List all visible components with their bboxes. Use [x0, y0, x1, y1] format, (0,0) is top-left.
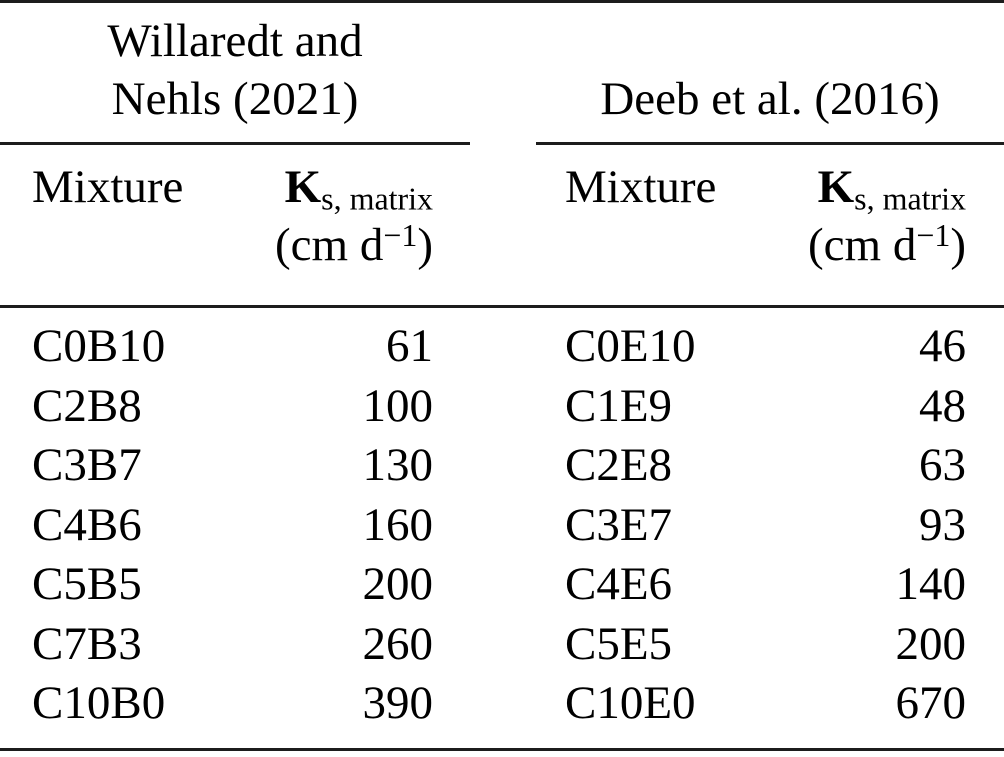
k-symbol: K [284, 161, 322, 213]
value-cell: 130 [362, 439, 434, 491]
unit-label: (cm d−1) [133, 216, 433, 274]
value-cell: 670 [895, 677, 967, 729]
mid-rule-right [536, 142, 1004, 145]
column-header-ks-matrix-right: Ks, matrix (cm d−1) [666, 158, 966, 274]
mixture-cell: C5E5 [565, 617, 673, 670]
value-cell: 46 [919, 320, 966, 372]
value-cell: 100 [362, 379, 434, 432]
bottom-rule [0, 748, 1004, 751]
table-body-deeb: C0E10 46 C1E9 48 C2E8 63 C3E7 93 C4E6 140 C5E… [565, 317, 966, 734]
mixture-cell: C2B8 [32, 379, 142, 432]
unit-exponent: −1 [916, 217, 951, 253]
value-cell: 61 [386, 320, 433, 372]
mixture-cell: C10B0 [32, 677, 166, 729]
group-header-line: Deeb et al. (2016) [600, 73, 940, 125]
table-body-willaredt: C0B10 61 C2B8 100 C3B7 130 C4B6 160 C5B5 200 … [32, 317, 433, 734]
value-cell: 63 [919, 439, 966, 491]
unit-exponent: −1 [383, 217, 418, 253]
unit-suffix: ) [950, 219, 966, 271]
table-row: C3B7 130 [32, 436, 433, 496]
table-row: C0B10 61 [32, 317, 433, 377]
mixture-cell: C2E8 [565, 439, 673, 491]
group-header-line: Willaredt and [107, 15, 363, 67]
ks-matrix-symbol: Ks, matrix [133, 158, 433, 216]
unit-prefix: (cm d [808, 219, 917, 271]
mixture-cell: C4E6 [565, 558, 673, 610]
mixture-cell: C3B7 [32, 439, 142, 491]
k-subscript: s, matrix [321, 181, 433, 217]
table-row: C2B8 100 [32, 377, 433, 437]
mid-rule-left [0, 142, 470, 145]
unit-suffix: ) [417, 219, 433, 271]
table-row: C7B3 260 [32, 615, 433, 675]
value-cell: 93 [919, 498, 966, 551]
table-row: C4B6 160 [32, 496, 433, 556]
table-row: C3E7 93 [565, 496, 966, 556]
group-header-deeb: Deeb et al. (2016) [536, 70, 1004, 128]
table-row: C0E10 46 [565, 317, 966, 377]
unit-label: (cm d−1) [666, 216, 966, 274]
top-rule [0, 0, 1004, 3]
value-cell: 390 [362, 677, 434, 729]
column-header-mixture-left: Mixture [32, 161, 184, 213]
value-cell: 140 [895, 558, 967, 610]
mixture-cell: C1E9 [565, 379, 673, 432]
table-row: C10E0 670 [565, 674, 966, 734]
table-row: C1E9 48 [565, 377, 966, 437]
value-cell: 260 [362, 617, 434, 670]
table-row: C5E5 200 [565, 615, 966, 675]
group-header-willaredt-nehls: Willaredt and Nehls (2021) [0, 12, 470, 128]
table-row: C2E8 63 [565, 436, 966, 496]
mixture-cell: C5B5 [32, 558, 142, 610]
k-subscript: s, matrix [854, 181, 966, 217]
mixture-cell: C0B10 [32, 320, 166, 372]
mixture-cell: C0E10 [565, 320, 696, 372]
ks-matrix-symbol: Ks, matrix [666, 158, 966, 216]
mixture-cell: C10E0 [565, 677, 696, 729]
header-rule [0, 305, 1004, 308]
mixture-cell: C7B3 [32, 617, 142, 670]
table-row: C5B5 200 [32, 555, 433, 615]
unit-prefix: (cm d [275, 219, 384, 271]
mixture-cell: C4B6 [32, 498, 142, 551]
value-cell: 48 [919, 379, 966, 432]
mixture-cell: C3E7 [565, 498, 673, 551]
table-row: C4E6 140 [565, 555, 966, 615]
k-symbol: K [817, 161, 855, 213]
column-header-ks-matrix-left: Ks, matrix (cm d−1) [133, 158, 433, 274]
table-row: C10B0 390 [32, 674, 433, 734]
value-cell: 160 [362, 498, 434, 551]
value-cell: 200 [895, 617, 967, 670]
column-header-mixture-right: Mixture [565, 161, 717, 213]
value-cell: 200 [362, 558, 434, 610]
group-header-line: Nehls (2021) [111, 73, 359, 125]
